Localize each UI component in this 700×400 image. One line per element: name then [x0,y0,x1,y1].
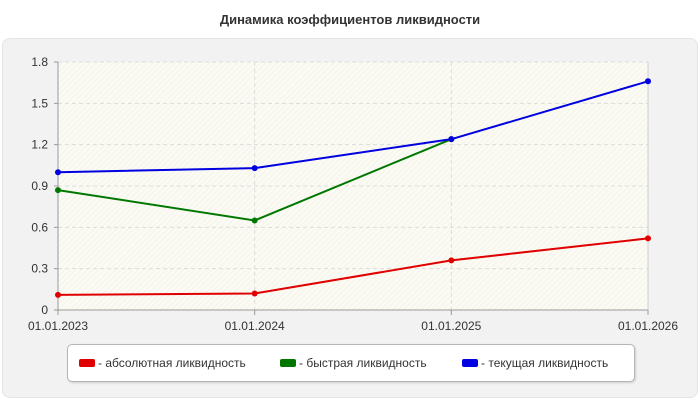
data-point-1[interactable] [55,187,61,194]
data-point-2[interactable] [251,165,258,172]
data-point-2[interactable] [448,136,455,143]
series-line-2 [57,80,649,174]
legend-label-absolute: - абсолютная ликвидность [98,356,246,370]
legend-label-current: - текущая ликвидность [481,356,609,370]
data-point-2[interactable] [645,78,651,85]
legend: - абсолютная ликвидность - быстрая ликви… [67,344,635,382]
series-group [55,78,651,298]
chart-title: Динамика коэффициентов ликвидности [219,12,481,27]
data-point-0[interactable] [251,290,258,297]
legend-swatch-red [79,359,95,367]
legend-swatch-blue [462,359,478,367]
series-line-0 [57,237,649,296]
y-tick-label: 0.9 [31,179,48,193]
y-tick-label: 1.5 [31,96,48,110]
grid-lines [58,61,648,310]
legend-label-quick: - быстрая ликвидность [299,356,427,370]
y-tick-label: 0.3 [31,262,48,276]
data-point-0[interactable] [448,257,455,264]
legend-item-quick[interactable]: - быстрая ликвидность [280,345,427,381]
data-point-2[interactable] [55,169,61,176]
data-point-1[interactable] [251,217,258,224]
y-tick-label: 0.6 [31,220,48,234]
y-axis-ticks: 0 0.3 0.6 0.9 1.2 1.5 1.8 [31,55,58,317]
data-point-0[interactable] [645,235,651,242]
legend-swatch-green [280,359,296,367]
legend-item-absolute[interactable]: - абсолютная ликвидность [79,345,246,381]
x-tick-label: 01.01.2023 [28,319,88,333]
data-point-0[interactable] [55,291,61,298]
y-tick-label: 1.8 [31,55,48,69]
x-tick-label: 01.01.2024 [225,319,285,333]
x-axis-ticks: 01.01.2023 01.01.2024 01.01.2025 01.01.2026 [28,310,678,333]
legend-item-current[interactable]: - текущая ликвидность [462,345,608,381]
y-tick-label: 0 [41,303,48,317]
x-tick-label: 01.01.2026 [618,319,678,333]
y-tick-label: 1.2 [31,138,48,152]
x-tick-label: 01.01.2025 [421,319,481,333]
